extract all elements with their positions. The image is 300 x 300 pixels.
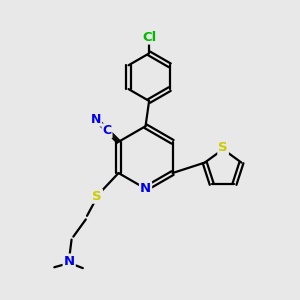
Text: Cl: Cl — [142, 31, 156, 44]
Text: N: N — [91, 112, 101, 126]
Text: S: S — [92, 190, 102, 203]
Text: N: N — [64, 254, 75, 268]
Text: N: N — [140, 182, 151, 195]
Text: C: C — [102, 124, 112, 137]
Text: S: S — [218, 141, 228, 154]
